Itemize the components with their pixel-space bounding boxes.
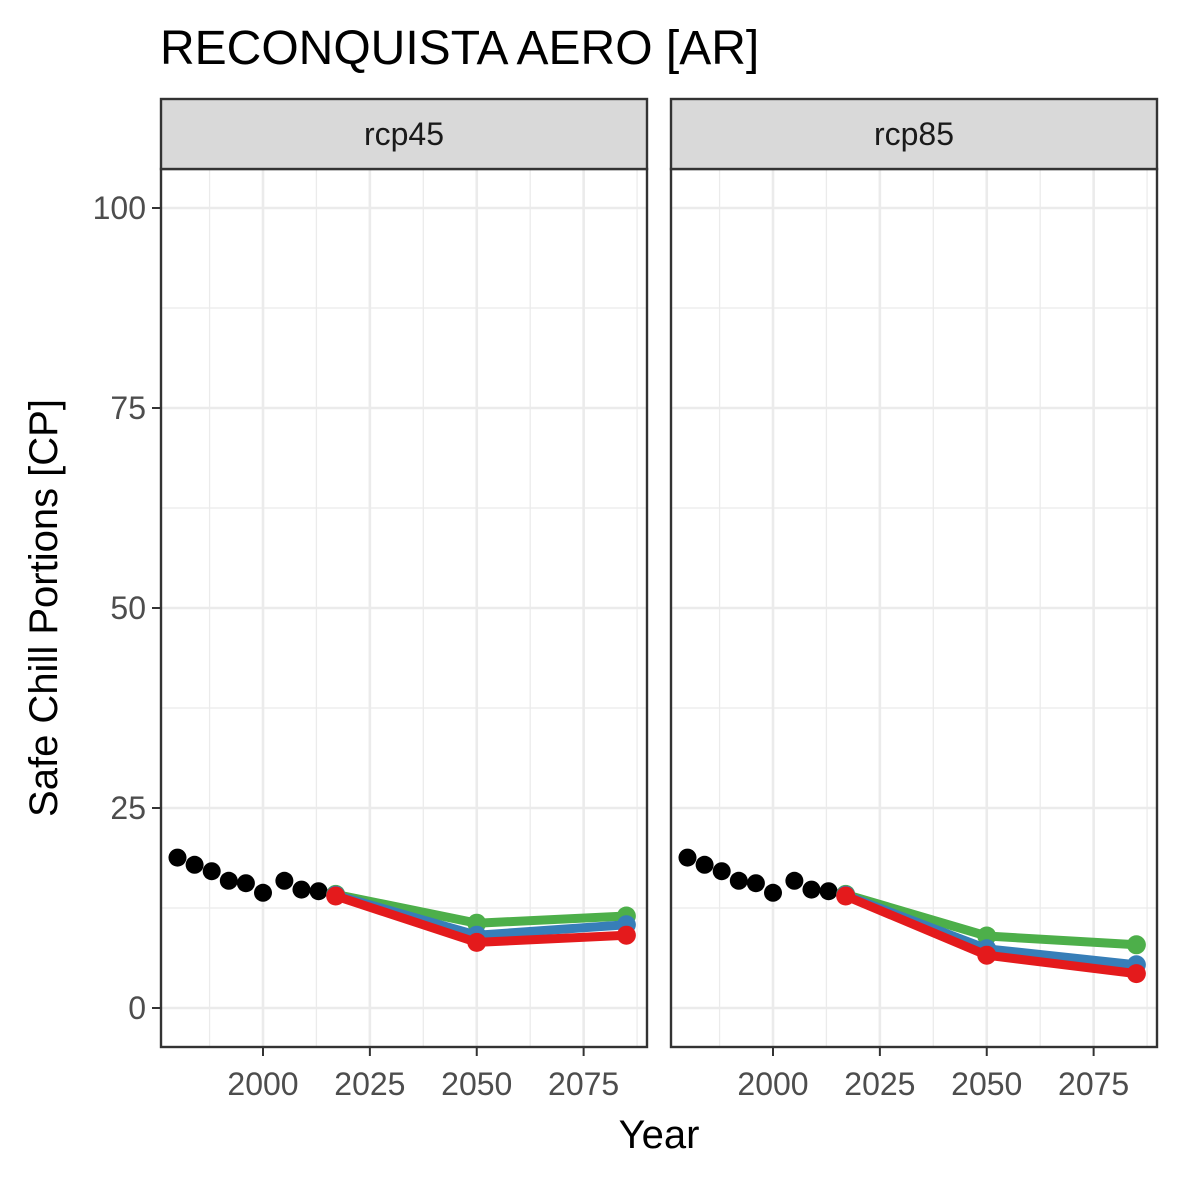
facet-strip-label: rcp85 <box>874 116 954 152</box>
y-axis-label: Safe Chill Portions [CP] <box>22 399 66 817</box>
historic-point <box>764 883 782 902</box>
series-point-red <box>467 932 487 952</box>
series-point-red <box>326 886 346 906</box>
facet-panel-rcp85: 2000 2025 2050 2075 rcp85 <box>669 97 1159 1102</box>
facet-strip <box>669 97 1159 171</box>
historic-point <box>678 848 697 867</box>
historic-point <box>219 871 238 890</box>
series-point-green <box>1126 935 1146 955</box>
historic-point <box>819 882 838 901</box>
historic-point <box>254 883 272 902</box>
y-tick-label: 0 <box>128 990 146 1026</box>
y-tick-label: 50 <box>110 590 146 626</box>
x-tick-label: 2050 <box>441 1066 512 1102</box>
historic-point <box>185 855 204 874</box>
x-tick-label: 2075 <box>1058 1066 1129 1102</box>
y-tick-label: 100 <box>93 190 146 226</box>
y-axis-ticks: 0 25 50 75 100 <box>93 190 161 1026</box>
x-axis-label: Year <box>619 1113 700 1157</box>
series-point-red <box>616 925 636 945</box>
historic-point <box>202 862 221 881</box>
y-tick-label: 75 <box>110 390 146 426</box>
historic-point <box>695 855 714 874</box>
series-point-red <box>977 945 997 965</box>
x-tick-label: 2075 <box>548 1066 619 1102</box>
chart-title: RECONQUISTA AERO [AR] <box>160 22 759 75</box>
historic-point <box>275 871 294 890</box>
historic-point <box>309 882 328 901</box>
x-tick-label: 2000 <box>737 1066 808 1102</box>
series-point-red <box>1126 964 1146 984</box>
facet-strip <box>159 97 649 171</box>
facet-strip-label: rcp45 <box>364 116 444 152</box>
x-tick-label: 2025 <box>844 1066 915 1102</box>
historic-point <box>236 874 255 893</box>
facet-panels: 2000 2025 2050 2075 rcp45 2000 2025 2050 2075 rcp… <box>159 97 1159 1102</box>
historic-point <box>785 871 804 890</box>
x-tick-label: 2025 <box>334 1066 405 1102</box>
historic-point <box>729 871 748 890</box>
x-tick-label: 2050 <box>951 1066 1022 1102</box>
historic-point <box>292 880 311 899</box>
facet-panel-rcp45: 2000 2025 2050 2075 rcp45 <box>159 97 649 1102</box>
historic-point <box>168 848 187 867</box>
historic-point <box>746 874 765 893</box>
y-tick-label: 25 <box>110 790 146 826</box>
x-tick-label: 2000 <box>227 1066 298 1102</box>
historic-point <box>712 862 731 881</box>
historic-point <box>802 880 821 899</box>
series-point-red <box>836 886 856 906</box>
